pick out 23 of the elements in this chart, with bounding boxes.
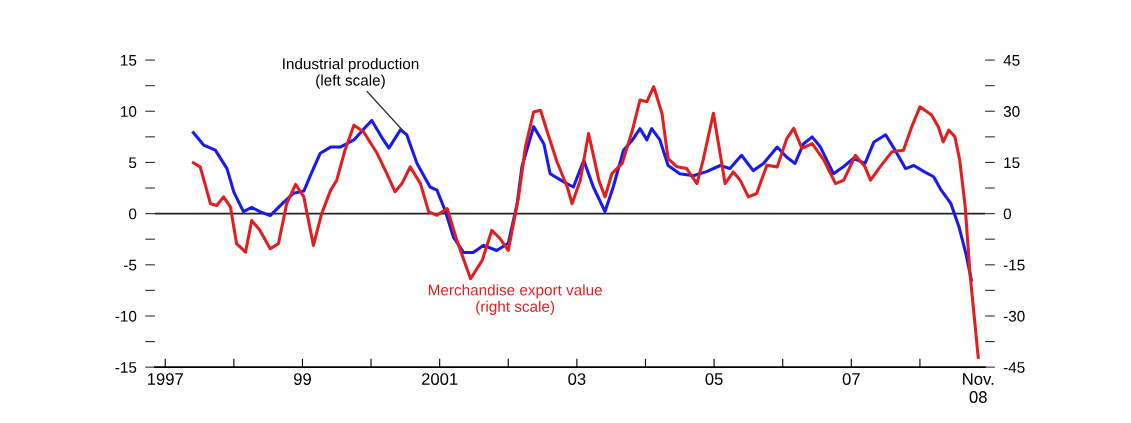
y2-tick-label: -45 [1003, 362, 1025, 373]
y2-tick-label: 0 [1003, 208, 1012, 220]
text: Merchandise export value (right scale) [428, 284, 602, 315]
x-tick-label: 1997 [147, 373, 183, 385]
y2-tick-label: 15 [1004, 157, 1020, 169]
y2-tick-label: 45 [1003, 55, 1020, 66]
y-tick-label: 10 [121, 106, 137, 117]
x-tick-label: Nov. 08 [963, 373, 994, 403]
y-tick-label: -10 [115, 310, 137, 322]
y-tick-label: 5 [129, 157, 137, 169]
y-tick-label: 15 [121, 55, 137, 66]
y-tick-label: -15 [115, 362, 137, 373]
y2-tick-label: -30 [1003, 310, 1025, 322]
text: Industrial production (left scale) [283, 58, 419, 89]
y2-tick-label: 30 [1003, 106, 1020, 117]
y-tick-label: 0 [128, 208, 137, 220]
x-tick-label: 05 [705, 373, 723, 385]
y-tick-label: -5 [123, 259, 137, 271]
x-tick-label: 03 [568, 373, 586, 385]
x-tick-label: 2001 [421, 373, 458, 385]
x-tick-label: 07 [842, 373, 860, 385]
y2-tick-label: -15 [1003, 259, 1025, 271]
x-tick-label: 99 [293, 373, 311, 385]
